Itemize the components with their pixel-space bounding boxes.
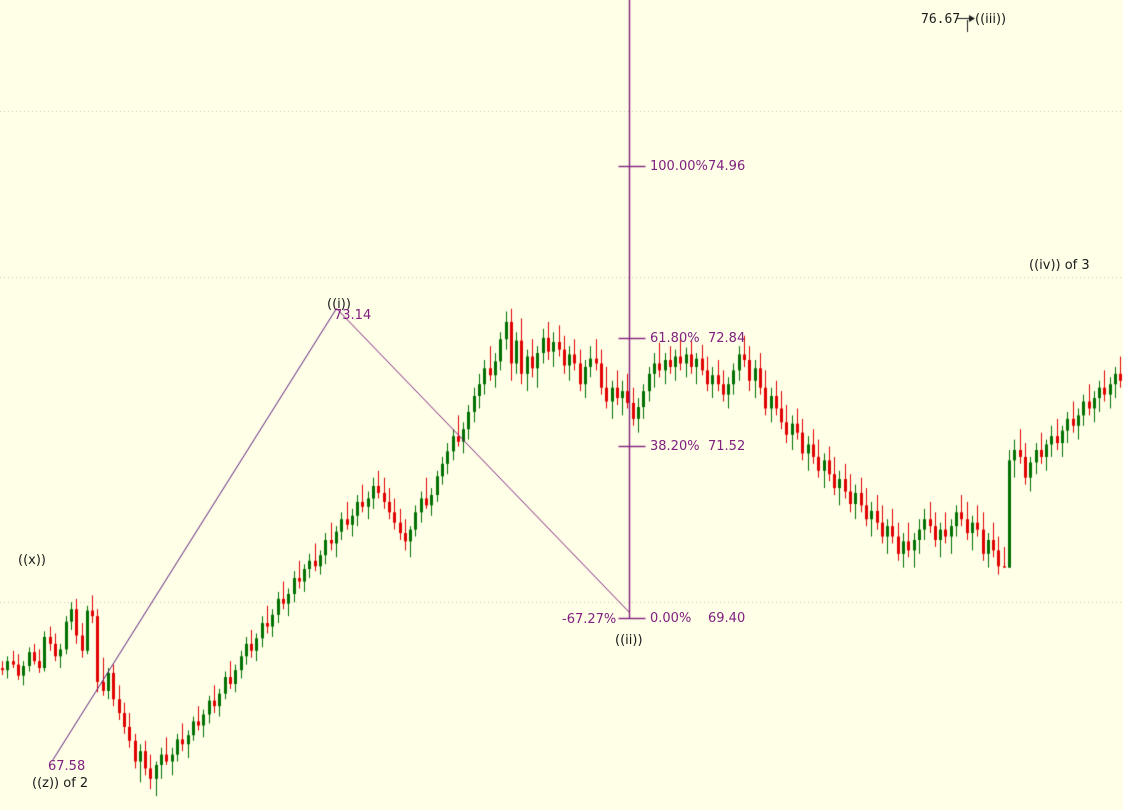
wave-label-iv-of-3: ((iv)) of 3 — [1029, 258, 1090, 273]
fib-level-price: 72.84 — [708, 331, 746, 346]
price-tag-low: 67.58 — [48, 759, 86, 774]
fib-level-percent: 38.20% — [650, 439, 700, 454]
fib-level-percent: 0.00% — [650, 611, 692, 626]
fib-level-price: 74.96 — [708, 159, 746, 174]
fib-level-percent: 61.80% — [650, 331, 700, 346]
wave-label-i: ((i)) — [327, 297, 351, 312]
wave-label-iii: ((iii)) — [975, 12, 1007, 27]
fib-level-price: 71.52 — [708, 439, 746, 454]
fib-level-price: 69.40 — [708, 611, 746, 626]
fib-extension-percent: -67.27% — [562, 612, 617, 627]
price-tag-peak-i: 73.14 — [334, 308, 372, 323]
fib-level-percent: 100.00% — [650, 159, 708, 174]
price-tag-peak-iii: 76.67 — [921, 12, 961, 27]
wave-label-ii: ((ii)) — [615, 633, 643, 648]
wave-label-z-of-2: ((z)) of 2 — [32, 776, 89, 791]
wave-label-x: ((x)) — [18, 553, 46, 568]
